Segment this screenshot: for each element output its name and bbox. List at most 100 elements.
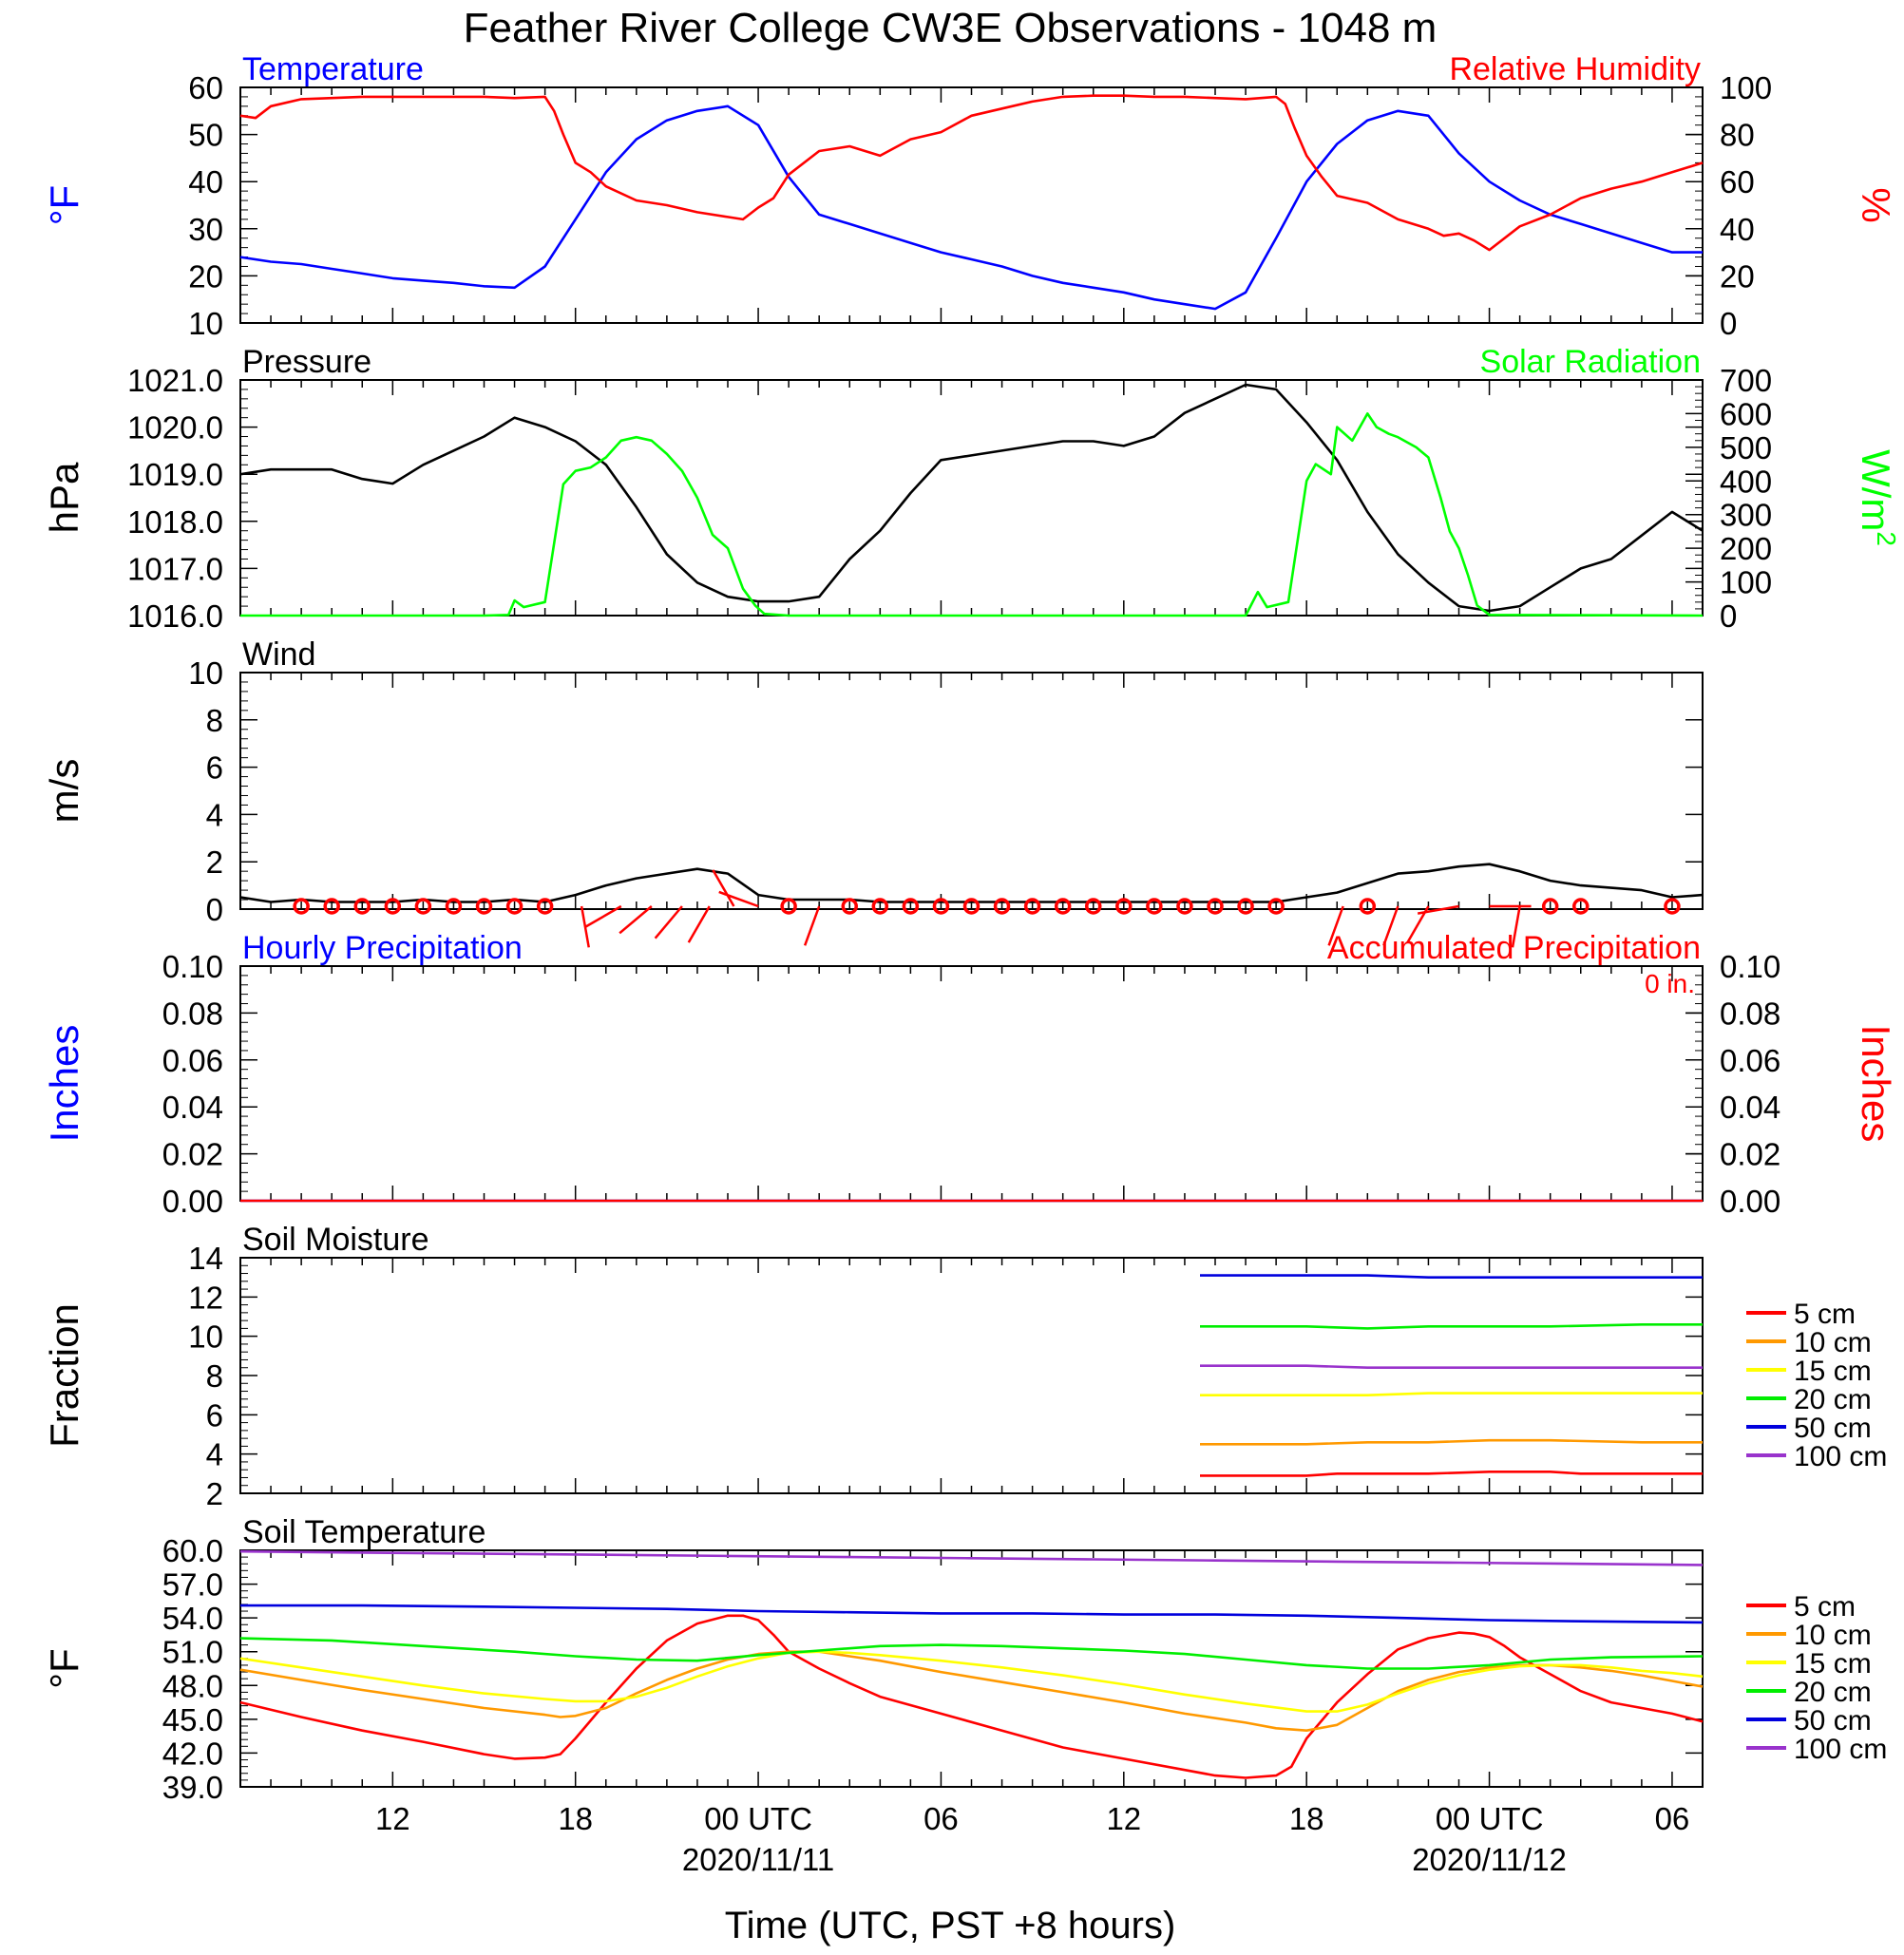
- wind-calm-marker: [1207, 898, 1224, 915]
- wind-y-tick-label: 2: [206, 845, 223, 880]
- soil_temp-series-20-cm: [239, 1637, 1704, 1670]
- soil_temp-series-50-cm: [240, 1604, 1704, 1624]
- wind-calm-marker: [993, 898, 1011, 915]
- x-tick-date: 2020/11/12: [1412, 1842, 1567, 1877]
- soil_temp-y-tick-label: 39.0: [162, 1770, 223, 1805]
- pressure_solar-y2-tick-label: 0: [1720, 598, 1737, 634]
- soil_temp-series-10-cm: [239, 1650, 1704, 1732]
- soil_moisture-legend-label: 100 cm: [1794, 1441, 1887, 1472]
- pressure_solar-y-tick-label: 1017.0: [127, 551, 223, 586]
- wind-calm-marker: [932, 898, 950, 915]
- pressure_solar-y2-tick-label: 400: [1720, 464, 1772, 499]
- temp_rh-y-tick-label: 10: [188, 306, 223, 341]
- x-tick-label: 00 UTC: [704, 1801, 812, 1836]
- precip-y-tick-label: 0.04: [162, 1090, 223, 1125]
- temp_rh-series-relative-humidity: [239, 94, 1704, 252]
- soil_temp-legend-label: 20 cm: [1794, 1677, 1872, 1708]
- wind-calm-marker: [445, 898, 463, 915]
- wind-y-tick-label: 4: [206, 797, 223, 832]
- pressure_solar-y-tick-label: 1018.0: [127, 504, 223, 540]
- wind-calm-marker: [1115, 898, 1133, 915]
- wind-calm-marker: [1085, 898, 1102, 915]
- temp_rh-left-title: Temperature: [242, 51, 424, 87]
- wind-calm-marker: [353, 898, 371, 915]
- wind-barb: [687, 905, 711, 943]
- soil_moisture-y-tick-label: 12: [188, 1280, 223, 1315]
- wind-y-tick-label: 10: [188, 655, 223, 691]
- x-tick-label: 06: [923, 1801, 959, 1836]
- soil_temp-series-15-cm: [239, 1650, 1704, 1713]
- soil_moisture-y-tick-label: 10: [188, 1319, 223, 1355]
- wind-calm-marker: [384, 898, 402, 915]
- wind-calm-marker: [1541, 898, 1559, 915]
- wind-y-tick-label: 0: [206, 892, 223, 927]
- soil_moisture-y-axis-label: Fraction: [42, 1303, 86, 1448]
- temp_rh-y2-tick-label: 60: [1720, 164, 1755, 199]
- soil_moisture-series-15-cm: [1200, 1392, 1703, 1396]
- temp_rh-y2-axis-unit: %: [1854, 187, 1898, 222]
- wind-calm-marker: [414, 898, 432, 915]
- x-tick-label: 18: [1289, 1801, 1324, 1836]
- pressure_solar-y2-tick-label: 300: [1720, 498, 1772, 533]
- pressure_solar-y2-tick-label: 600: [1720, 396, 1772, 431]
- temp_rh-right-title: Relative Humidity: [1449, 51, 1701, 87]
- pressure_solar-right-title: Solar Radiation: [1480, 344, 1701, 380]
- pressure_solar-y-tick-label: 1019.0: [127, 457, 223, 492]
- pressure_solar-series-solar-radiation: [240, 412, 1704, 617]
- soil_temp-legend-label: 10 cm: [1794, 1620, 1872, 1651]
- precip-y2-axis-label: Inches: [1854, 1025, 1898, 1143]
- soil_moisture-legend-label: 10 cm: [1794, 1327, 1872, 1358]
- soil_moisture-y-tick-label: 8: [206, 1358, 223, 1394]
- precip-total-note: 0 in.: [1645, 969, 1695, 998]
- soil_moisture-legend-label: 50 cm: [1794, 1413, 1872, 1444]
- soil_temp-y-axis-label: °F: [42, 1648, 86, 1688]
- wind-barb: [718, 890, 759, 908]
- soil_temp-y-tick-label: 42.0: [162, 1736, 223, 1771]
- precip-y-tick-label: 0.02: [162, 1137, 223, 1172]
- soil_temp-y-tick-label: 48.0: [162, 1668, 223, 1703]
- wind-calm-marker: [1023, 898, 1041, 915]
- pressure_solar-y2-axis-unit: W/m: [1854, 449, 1898, 531]
- soil_moisture-series-50-cm: [1200, 1274, 1703, 1279]
- wind-barb: [654, 905, 683, 940]
- x-tick-label: 12: [1106, 1801, 1141, 1836]
- wind-left-title: Wind: [242, 636, 315, 673]
- precip-y2-tick-label: 0.02: [1720, 1137, 1780, 1172]
- soil_moisture-left-title: Soil Moisture: [242, 1222, 429, 1258]
- soil_temp-legend-label: 100 cm: [1794, 1734, 1887, 1765]
- pressure_solar-y-tick-label: 1021.0: [127, 363, 223, 398]
- temp_rh-series-temperature: [239, 104, 1703, 311]
- x-tick-label: 12: [375, 1801, 410, 1836]
- wind-calm-marker: [962, 898, 981, 915]
- soil_temp-legend-label: 15 cm: [1794, 1648, 1872, 1680]
- pressure_solar-y2-tick-label: 500: [1720, 430, 1772, 465]
- wind-calm-marker: [536, 898, 554, 915]
- soil_temp-legend-label: 50 cm: [1794, 1705, 1872, 1737]
- soil_moisture-y-tick-label: 4: [206, 1437, 223, 1472]
- precip-right-title: Accumulated Precipitation: [1327, 930, 1701, 966]
- wind-calm-marker: [1572, 898, 1590, 915]
- precip-y-axis-label: Inches: [42, 1025, 86, 1143]
- pressure_solar-y2-tick-label: 100: [1720, 565, 1772, 600]
- soil_temp-y-tick-label: 57.0: [162, 1567, 223, 1603]
- x-tick-label: 00 UTC: [1436, 1801, 1544, 1836]
- wind-barb: [712, 869, 735, 907]
- soil_moisture-series-20-cm: [1200, 1323, 1703, 1330]
- soil_temp-series-5-cm: [239, 1614, 1704, 1779]
- wind-calm-marker: [293, 898, 310, 915]
- soil_moisture-legend-label: 5 cm: [1794, 1299, 1856, 1330]
- precip-y2-tick-label: 0.06: [1720, 1043, 1780, 1078]
- temp_rh-y-tick-label: 50: [188, 118, 223, 153]
- precip-left-title: Hourly Precipitation: [242, 930, 523, 966]
- wind-calm-marker: [1146, 898, 1163, 915]
- wind-calm-marker: [1359, 898, 1377, 915]
- wind-calm-marker: [1054, 898, 1072, 915]
- wind-calm-marker: [1176, 898, 1193, 915]
- wind-calm-marker: [1664, 898, 1681, 915]
- precip-y-tick-label: 0.06: [162, 1043, 223, 1078]
- wind-y-tick-label: 6: [206, 750, 223, 786]
- precip-y2-tick-label: 0.00: [1720, 1184, 1780, 1219]
- soil_temp-legend-label: 5 cm: [1794, 1591, 1856, 1623]
